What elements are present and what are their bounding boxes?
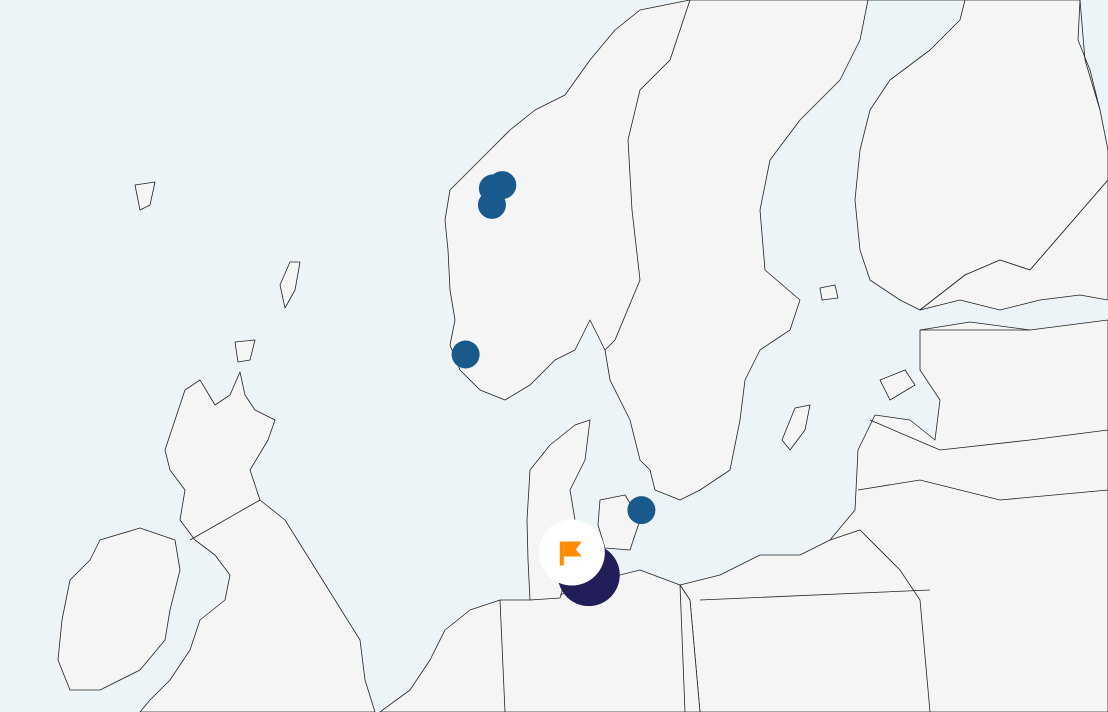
land-gotland (781, 404, 811, 451)
flag-icon (559, 541, 564, 566)
land-ireland (57, 527, 181, 691)
border-sweden-finland (1079, 0, 1101, 111)
land-finland (919, 179, 1108, 311)
flag-icon-banner (563, 541, 582, 557)
land-orkney (234, 339, 256, 363)
border-germany (499, 584, 686, 712)
land-baltics (679, 319, 1108, 712)
border-gb (189, 499, 261, 541)
land-aland (819, 284, 839, 301)
markers-layer (451, 171, 656, 607)
map-marker[interactable] (477, 190, 506, 219)
land-shetland (279, 261, 301, 309)
map-marker[interactable] (627, 496, 656, 525)
land-saaremaa (879, 369, 916, 401)
border-norway-sweden (604, 0, 691, 351)
border-baltics (699, 329, 1108, 712)
land-scandinavia (444, 0, 1108, 501)
land-faroe (134, 181, 156, 211)
land-great-britain (139, 371, 376, 712)
map-marker[interactable] (451, 340, 480, 369)
